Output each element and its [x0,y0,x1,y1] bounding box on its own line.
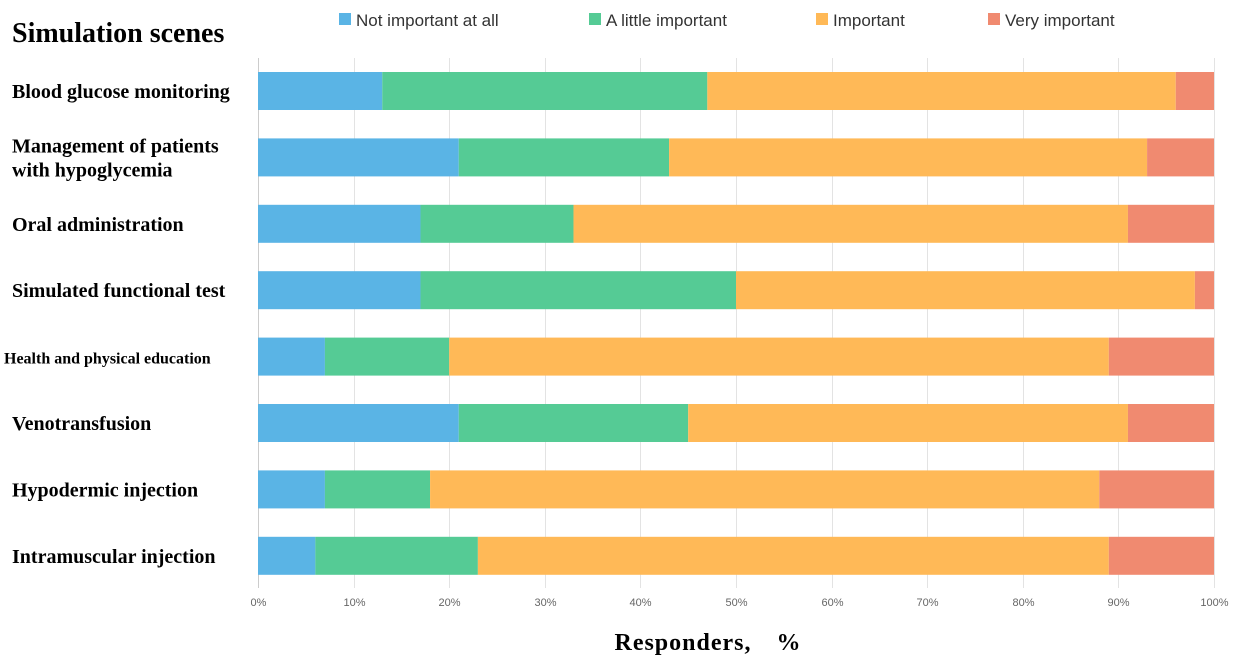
bar-segment [258,404,459,442]
legend-swatch [339,13,351,25]
bar-segment [449,337,1109,376]
bar-segment [420,271,736,310]
bar-segment [1099,470,1214,509]
chart-title: Simulation scenes [12,18,224,49]
legend-swatch [816,13,828,25]
bar-row [258,271,1214,310]
bar-segment [1194,271,1214,310]
category-label: with hypoglycemia [12,159,173,181]
bar-row [258,536,1214,575]
bar-row [258,470,1214,509]
bar-row [258,72,1214,110]
category-label: Hypodermic injection [12,479,198,501]
bar-segment [258,204,421,243]
x-tick-label: 40% [629,597,651,609]
x-tick-label: 100% [1200,597,1228,609]
x-tick-label: 60% [821,597,843,609]
bar-segment [477,536,1109,575]
bar-segment [1108,337,1214,376]
legend-label: Important [833,11,905,30]
bar-segment [324,337,450,376]
bar-row [258,404,1214,442]
legend-swatch [988,13,1000,25]
x-tick-label: 50% [725,597,747,609]
category-label: Intramuscular injection [12,546,216,568]
bar-segment [420,204,574,243]
bar-row [258,204,1214,243]
x-tick-label: 10% [343,597,365,609]
bar-segment [382,72,708,110]
category-label: Simulated functional test [12,280,226,302]
bar-segment [430,470,1100,509]
category-label: Blood glucose monitoring [12,81,230,103]
category-label: Management of patients [12,135,219,157]
x-tick-label: 0% [251,597,267,609]
legend-item: Very important [988,11,1115,30]
bar-segment [324,470,431,509]
bar-segment [258,138,459,177]
legend-item: Not important at all [339,11,499,30]
legend-item: A little important [589,11,727,30]
bar-segment [458,138,670,177]
category-label: Health and physical education [4,351,211,368]
bar-segment [1175,72,1214,110]
bar-row [258,337,1214,376]
category-labels: Blood glucose monitoring Management of pa… [4,81,230,568]
bars [258,72,1214,575]
legend-label: Very important [1005,11,1115,30]
bar-row [258,138,1214,177]
bar-segment [736,271,1195,310]
legend-label: Not important at all [356,11,499,30]
bar-segment [258,271,421,310]
x-tick-label: 70% [916,597,938,609]
bar-segment [315,536,478,575]
bar-segment [1127,404,1214,442]
bar-segment [573,204,1128,243]
bar-segment [258,536,316,575]
x-axis-title: Responders, % [614,630,801,656]
legend-swatch [589,13,601,25]
bar-segment [707,72,1176,110]
category-label: Venotransfusion [12,413,151,435]
x-axis-ticks: 0% 10% 20% 30% 40% 50% 60% 70% 80% 90% 100% [251,597,1229,609]
legend-label: A little important [606,11,727,30]
x-tick-label: 90% [1107,597,1129,609]
bar-segment [669,138,1148,177]
category-label: Oral administration [12,214,184,236]
grid-lines [258,58,1215,588]
legend: Not important at all A little important Im… [339,11,1115,30]
bar-segment [258,337,325,376]
bar-segment [458,404,689,442]
bar-segment [258,470,325,509]
bar-segment [1147,138,1214,177]
bar-segment [688,404,1128,442]
x-tick-label: 80% [1012,597,1034,609]
bar-segment [258,72,383,110]
legend-item: Important [816,11,905,30]
bar-segment [1127,204,1214,243]
bar-segment [1108,536,1214,575]
x-tick-label: 30% [534,597,556,609]
x-tick-label: 20% [438,597,460,609]
